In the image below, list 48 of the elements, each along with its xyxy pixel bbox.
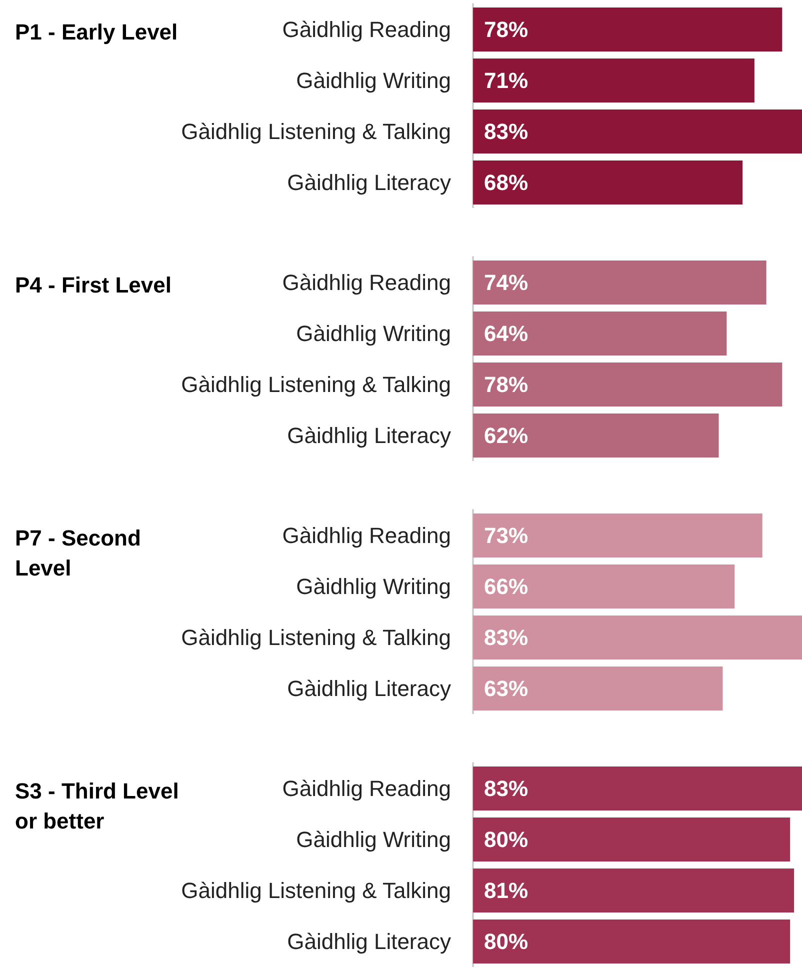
bar — [473, 414, 719, 458]
text: P1 - Early Level — [15, 20, 178, 44]
bar — [473, 362, 782, 406]
y-tick-label: Gàidhlig Literacy — [287, 929, 451, 954]
y-tick-label: Gàidhlig Writing — [296, 574, 451, 599]
bar — [473, 312, 727, 356]
bar — [473, 58, 754, 102]
y-tick-label: Gàidhlig Literacy — [287, 676, 451, 701]
data-label: 62% — [484, 423, 528, 448]
text: S3 - Third Level or better — [15, 778, 185, 834]
data-label: 83% — [484, 625, 528, 650]
y-tick-label: Gàidhlig Reading — [282, 776, 451, 801]
y-tick-label: Gàidhlig Writing — [296, 827, 451, 852]
data-label: 63% — [484, 676, 528, 701]
y-tick-label: Gàidhlig Writing — [296, 68, 451, 93]
y-tick-label: Gàidhlig Writing — [296, 321, 451, 346]
data-label: 83% — [484, 119, 528, 144]
data-label: 68% — [484, 170, 528, 195]
bar — [473, 260, 766, 304]
data-label: 73% — [484, 523, 528, 548]
y-tick-label: Gàidhlig Reading — [282, 523, 451, 548]
data-label: 66% — [484, 574, 528, 599]
bar — [473, 514, 762, 558]
text: P4 - First Level — [15, 272, 172, 298]
data-label: 78% — [484, 17, 528, 42]
y-tick-label: Gàidhlig Listening & Talking — [181, 372, 451, 397]
y-tick-label: Gàidhlig Literacy — [287, 423, 451, 448]
bar — [473, 564, 735, 608]
text: P7 - Second Level — [15, 526, 148, 580]
y-tick-label: Gàidhlig Reading — [282, 17, 451, 42]
bar — [473, 110, 802, 154]
bar — [473, 666, 723, 710]
data-label: 78% — [484, 372, 528, 397]
bar — [473, 8, 782, 52]
y-tick-label: Gàidhlig Listening & Talking — [181, 878, 451, 903]
bar — [473, 160, 743, 204]
data-label: 81% — [484, 878, 528, 903]
data-label: 71% — [484, 68, 528, 93]
data-label: 80% — [484, 929, 528, 954]
bar — [473, 616, 802, 660]
y-tick-label: Gàidhlig Literacy — [287, 170, 451, 195]
y-tick-label: Gàidhlig Listening & Talking — [181, 625, 451, 650]
data-label: 83% — [484, 776, 528, 801]
data-label: 74% — [484, 270, 528, 295]
data-label: 80% — [484, 827, 528, 852]
data-label: 64% — [484, 321, 528, 346]
y-tick-label: Gàidhlig Reading — [282, 270, 451, 295]
y-tick-label: Gàidhlig Listening & Talking — [181, 119, 451, 144]
